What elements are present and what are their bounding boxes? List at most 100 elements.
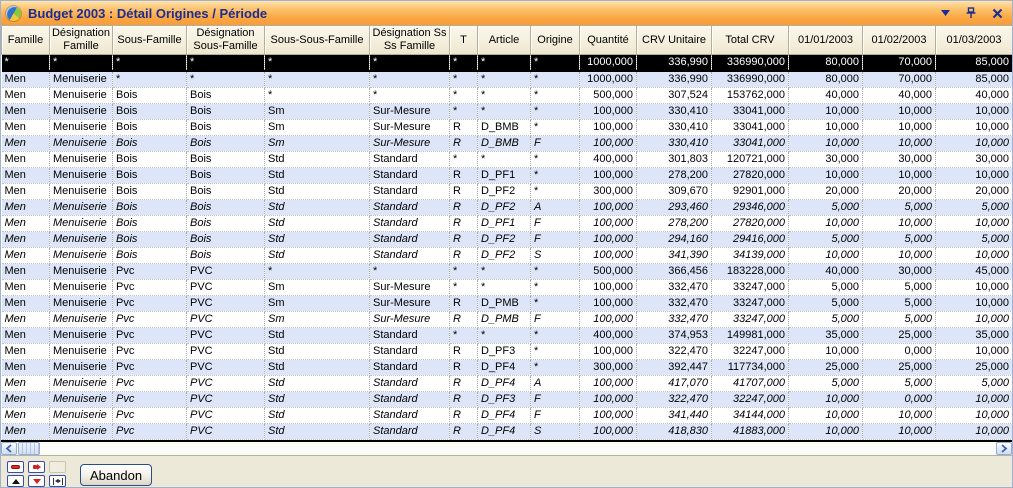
grid-cell[interactable]: 336,990 xyxy=(636,71,712,88)
window-close-button[interactable] xyxy=(990,7,1004,20)
grid-cell[interactable]: 322,470 xyxy=(636,343,712,360)
grid-cell[interactable]: PVC xyxy=(186,279,265,296)
grid-cell[interactable]: 5,000 xyxy=(788,375,863,392)
grid-row[interactable]: Men Menuiserie Bois Bois Std Standard R D_PF2 * 3… xyxy=(1,183,1012,200)
grid-cell[interactable]: Pvc xyxy=(112,343,187,360)
grid-cell[interactable]: Menuiserie xyxy=(49,295,113,312)
grid-cell[interactable]: 10,000 xyxy=(862,247,936,264)
grid-row[interactable]: Men Menuiserie Bois Bois Std Standard R D_PF1 * 1… xyxy=(1,167,1012,184)
grid-cell[interactable]: 41883,000 xyxy=(711,423,789,440)
grid-cell[interactable]: Standard xyxy=(369,167,450,184)
grid-cell[interactable]: 322,470 xyxy=(636,391,712,408)
grid-cell[interactable]: * xyxy=(449,263,478,280)
grid-cell[interactable]: Menuiserie xyxy=(49,359,113,376)
grid-cell[interactable]: 29346,000 xyxy=(711,199,789,216)
grid-cell[interactable]: Standard xyxy=(369,423,450,440)
grid-cell[interactable]: 293,460 xyxy=(636,199,712,216)
grid-cell[interactable]: 341,390 xyxy=(636,247,712,264)
grid-cell[interactable]: D_PF3 xyxy=(477,343,531,360)
grid-cell[interactable]: Bois xyxy=(112,215,187,232)
grid-cell[interactable]: 10,000 xyxy=(935,343,1012,360)
grid-cell[interactable]: 300,000 xyxy=(579,359,637,376)
grid-cell[interactable]: Men xyxy=(1,231,50,248)
grid-cell[interactable]: 1000,000 xyxy=(579,54,637,72)
grid-cell[interactable]: Bois xyxy=(112,151,187,168)
grid-cell[interactable]: Men xyxy=(1,327,50,344)
grid-cell[interactable]: 40,000 xyxy=(788,87,863,104)
grid-cell[interactable]: R xyxy=(449,231,478,248)
grid-cell[interactable]: 40,000 xyxy=(862,87,936,104)
grid-cell[interactable]: 70,000 xyxy=(862,71,936,88)
grid-cell[interactable]: PVC xyxy=(186,263,265,280)
grid-cell[interactable]: 366,456 xyxy=(636,263,712,280)
grid-row[interactable]: Men Menuiserie Pvc PVC Sm Sur-Mesure * * * 100,00… xyxy=(1,279,1012,296)
grid-row[interactable]: Men Menuiserie Pvc PVC Std Standard R D_PF4 * 300… xyxy=(1,359,1012,376)
grid-cell[interactable]: * xyxy=(530,359,580,376)
grid-row[interactable]: Men Menuiserie * * * * * * * 1000,000 336,990 33699… xyxy=(1,71,1012,88)
grid-cell[interactable]: 5,000 xyxy=(862,199,936,216)
grid-cell[interactable]: Std xyxy=(264,359,370,376)
grid-cell[interactable]: 5,000 xyxy=(788,199,863,216)
grid-cell[interactable]: Bois xyxy=(186,247,265,264)
grid-cell[interactable]: F xyxy=(530,215,580,232)
grid-cell[interactable]: 336990,000 xyxy=(711,54,789,72)
grid-cell[interactable]: Standard xyxy=(369,151,450,168)
grid-cell[interactable]: 120721,000 xyxy=(711,151,789,168)
grid-cell[interactable]: 10,000 xyxy=(788,343,863,360)
grid-cell[interactable]: Sm xyxy=(264,119,370,136)
grid-cell[interactable]: D_PF2 xyxy=(477,183,531,200)
nav-button-arrow-right[interactable] xyxy=(28,461,45,473)
grid-row[interactable]: Men Menuiserie Bois Bois Std Standard R D_PF1 F 1… xyxy=(1,215,1012,232)
grid-cell[interactable]: 100,000 xyxy=(579,135,637,152)
grid-cell[interactable]: Standard xyxy=(369,359,450,376)
grid-cell[interactable]: D_PF3 xyxy=(477,391,531,408)
grid-cell[interactable]: Bois xyxy=(112,119,187,136)
grid-cell[interactable]: * xyxy=(530,327,580,344)
grid-cell[interactable]: 374,953 xyxy=(636,327,712,344)
grid-cell[interactable]: Menuiserie xyxy=(49,375,113,392)
grid-cell[interactable]: 10,000 xyxy=(935,247,1012,264)
grid-cell[interactable]: Pvc xyxy=(112,359,187,376)
grid-row[interactable]: Men Menuiserie Pvc PVC Std Standard * * * 400,000… xyxy=(1,327,1012,344)
grid-cell[interactable]: 10,000 xyxy=(788,215,863,232)
grid-cell[interactable]: D_PF1 xyxy=(477,215,531,232)
column-header[interactable]: Désignation Ss Ss Famille xyxy=(369,25,450,55)
grid-cell[interactable]: * xyxy=(449,87,478,104)
grid-cell[interactable]: Men xyxy=(1,215,50,232)
grid-cell[interactable]: F xyxy=(530,231,580,248)
grid-row[interactable]: Men Menuiserie Bois Bois Std Standard R D_PF2 S 1… xyxy=(1,247,1012,264)
grid-cell[interactable]: Menuiserie xyxy=(49,215,113,232)
grid-row[interactable]: Men Menuiserie Bois Bois Std Standard * * * 400,0… xyxy=(1,151,1012,168)
grid-cell[interactable]: * xyxy=(530,279,580,296)
grid-cell[interactable]: Men xyxy=(1,311,50,328)
grid-cell[interactable]: Menuiserie xyxy=(49,263,113,280)
grid-cell[interactable]: Menuiserie xyxy=(49,423,113,440)
grid-cell[interactable]: 30,000 xyxy=(862,263,936,280)
grid-cell[interactable]: R xyxy=(449,215,478,232)
grid-cell[interactable]: Men xyxy=(1,359,50,376)
grid-cell[interactable]: * xyxy=(530,151,580,168)
grid-cell[interactable]: Sur-Mesure xyxy=(369,103,450,120)
grid-cell[interactable]: Men xyxy=(1,151,50,168)
grid-cell[interactable]: 92901,000 xyxy=(711,183,789,200)
grid-cell[interactable]: 30,000 xyxy=(935,151,1012,168)
grid-cell[interactable]: * xyxy=(477,263,531,280)
grid-cell[interactable]: * xyxy=(477,279,531,296)
grid-cell[interactable]: Menuiserie xyxy=(49,343,113,360)
grid-cell[interactable]: D_PMB xyxy=(477,295,531,312)
grid-cell[interactable]: 500,000 xyxy=(579,87,637,104)
grid-cell[interactable]: 5,000 xyxy=(862,279,936,296)
grid-row[interactable]: Men Menuiserie Bois Bois * * * * * 500,000 307,524… xyxy=(1,87,1012,104)
grid-cell[interactable]: Standard xyxy=(369,391,450,408)
grid-cell[interactable]: PVC xyxy=(186,295,265,312)
grid-cell[interactable]: D_BMB xyxy=(477,119,531,136)
grid-cell[interactable]: 33041,000 xyxy=(711,103,789,120)
grid-cell[interactable]: PVC xyxy=(186,407,265,424)
grid-cell[interactable]: Pvc xyxy=(112,391,187,408)
grid-cell[interactable]: 25,000 xyxy=(788,359,863,376)
grid-cell[interactable]: S xyxy=(530,247,580,264)
grid-cell[interactable]: * xyxy=(264,263,370,280)
grid-cell[interactable]: Pvc xyxy=(112,327,187,344)
grid-cell[interactable]: Std xyxy=(264,343,370,360)
grid-cell[interactable]: 25,000 xyxy=(862,327,936,344)
